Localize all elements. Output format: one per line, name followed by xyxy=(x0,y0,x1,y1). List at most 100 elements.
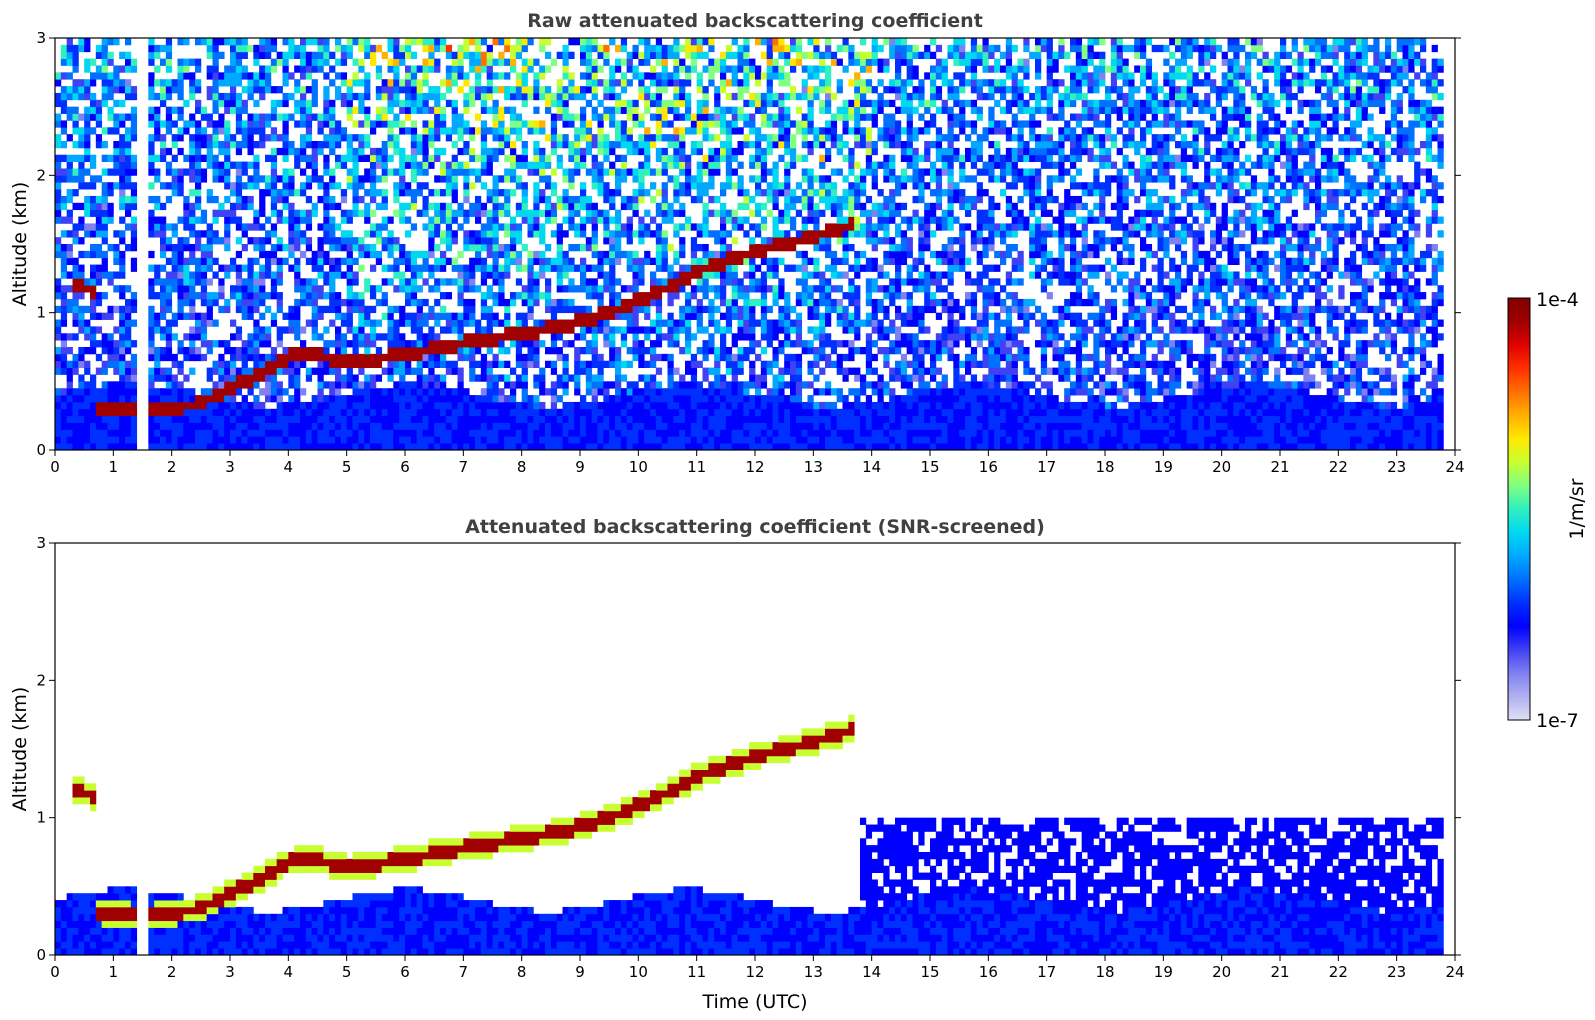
heatmap-cell xyxy=(755,182,762,190)
heatmap-cell xyxy=(737,58,744,66)
heatmap-cell xyxy=(294,244,301,252)
heatmap-cell xyxy=(585,195,593,204)
heatmap-cell xyxy=(463,278,470,286)
heatmap-cell xyxy=(119,99,126,108)
heatmap-cell xyxy=(171,175,178,183)
heatmap-cell xyxy=(84,415,91,423)
heatmap-cell xyxy=(370,127,377,135)
heatmap-cell xyxy=(515,312,523,320)
heatmap-cell xyxy=(247,353,254,362)
heatmap-cell xyxy=(259,189,266,197)
heatmap-cell xyxy=(725,154,733,162)
heatmap-cell xyxy=(685,106,692,114)
heatmap-cell xyxy=(212,415,219,423)
heatmap-cell xyxy=(270,161,278,169)
heatmap-cell xyxy=(556,99,563,108)
heatmap-cell xyxy=(515,347,523,355)
heatmap-cell xyxy=(620,161,628,169)
heatmap-cell xyxy=(504,38,511,46)
heatmap-cell xyxy=(475,374,482,382)
heatmap-cell xyxy=(282,72,289,80)
heatmap-cell xyxy=(749,209,756,217)
heatmap-cell xyxy=(90,395,97,403)
heatmap-cell xyxy=(574,367,581,375)
heatmap-cell xyxy=(492,429,499,437)
heatmap-cell xyxy=(323,340,330,348)
heatmap-cell xyxy=(160,230,167,238)
heatmap-cell xyxy=(165,161,173,169)
heatmap-cell xyxy=(428,38,435,46)
heatmap-cell xyxy=(644,347,651,355)
heatmap-cell xyxy=(673,195,680,204)
heatmap-cell xyxy=(224,161,231,169)
heatmap-cell xyxy=(451,154,458,162)
heatmap-cell xyxy=(492,202,499,211)
heatmap-cell xyxy=(568,429,575,437)
heatmap-cell xyxy=(230,86,237,94)
heatmap-cell xyxy=(235,333,243,341)
heatmap-cell xyxy=(375,72,383,80)
heatmap-cell xyxy=(702,154,709,162)
heatmap-cell xyxy=(381,422,388,430)
heatmap-cell xyxy=(498,415,505,423)
heatmap-cell xyxy=(562,257,569,265)
heatmap-cell xyxy=(661,202,668,211)
heatmap-cell xyxy=(725,388,733,396)
heatmap-cell xyxy=(230,285,237,293)
heatmap-cell xyxy=(317,244,324,252)
heatmap-cell xyxy=(200,168,208,176)
heatmap-cell xyxy=(720,147,727,156)
heatmap-cell xyxy=(533,168,540,176)
heatmap-cell xyxy=(399,106,406,114)
heatmap-cell xyxy=(183,38,190,46)
heatmap-cell xyxy=(504,195,511,204)
heatmap-cell xyxy=(224,92,231,101)
heatmap-cell xyxy=(603,408,610,417)
heatmap-cell xyxy=(620,305,628,314)
heatmap-cell xyxy=(632,195,639,204)
heatmap-cell xyxy=(55,422,62,430)
heatmap-cell xyxy=(655,51,663,59)
heatmap-cell xyxy=(381,51,388,59)
heatmap-cell xyxy=(650,230,657,238)
heatmap-cell xyxy=(282,92,289,101)
heatmap-cell xyxy=(755,209,762,217)
heatmap-cell xyxy=(311,264,318,272)
heatmap-cell xyxy=(486,271,493,279)
heatmap-cell xyxy=(189,92,196,101)
heatmap-cell xyxy=(119,65,126,73)
heatmap-cell xyxy=(679,161,686,169)
heatmap-cell xyxy=(113,381,120,389)
heatmap-cell xyxy=(288,436,295,444)
heatmap-cell xyxy=(690,44,698,53)
heatmap-cell xyxy=(510,223,517,231)
heatmap-cell xyxy=(165,436,173,444)
heatmap-cell xyxy=(335,134,342,142)
heatmap-cell xyxy=(469,271,476,279)
heatmap-cell xyxy=(72,333,79,341)
heatmap-cell xyxy=(510,257,517,265)
heatmap-cell xyxy=(626,141,633,149)
heatmap-cell xyxy=(632,333,639,341)
heatmap-cell xyxy=(300,58,307,66)
heatmap-cell xyxy=(72,65,79,73)
heatmap-cell xyxy=(445,216,453,224)
heatmap-cell xyxy=(335,44,342,53)
heatmap-cell xyxy=(346,106,353,114)
heatmap-cell xyxy=(696,195,703,204)
heatmap-cell xyxy=(737,347,744,355)
heatmap-cell xyxy=(101,271,108,279)
heatmap-cell xyxy=(393,333,400,341)
heatmap-cell xyxy=(317,264,324,272)
heatmap-cell xyxy=(399,278,406,286)
heatmap-cell xyxy=(323,38,330,46)
heatmap-cell xyxy=(679,58,686,66)
heatmap-cell xyxy=(206,161,213,169)
heatmap-cell xyxy=(90,127,97,135)
heatmap-cell xyxy=(375,333,383,341)
heatmap-cell xyxy=(451,408,458,417)
heatmap-cell xyxy=(696,113,703,121)
heatmap-cell xyxy=(335,395,342,403)
heatmap-cell xyxy=(370,395,377,403)
heatmap-cell xyxy=(644,92,651,101)
